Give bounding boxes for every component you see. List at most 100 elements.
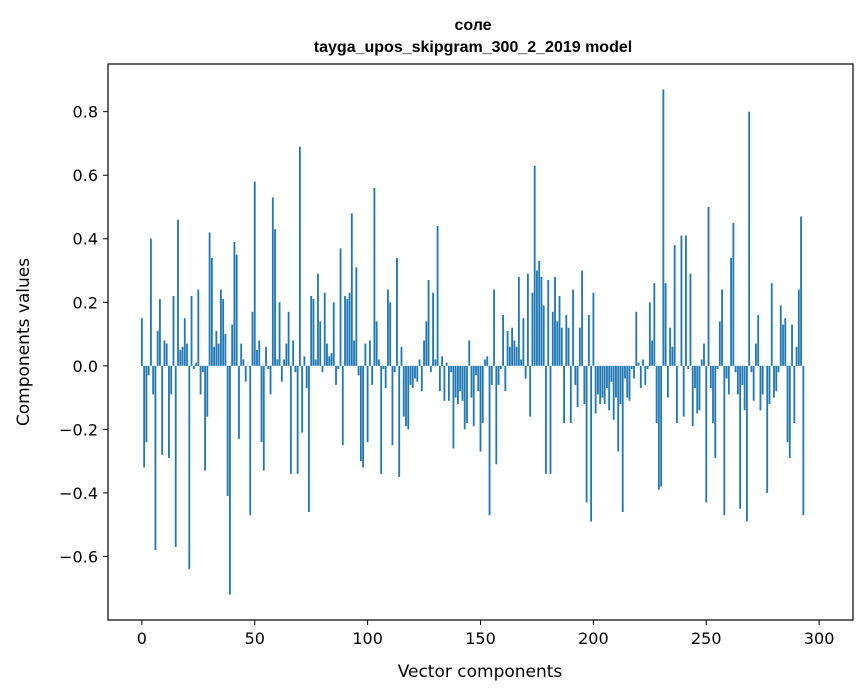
chart-title: соле [454, 17, 491, 34]
bar [637, 362, 640, 366]
bar [603, 365, 606, 404]
bar [648, 302, 651, 366]
x-tick-label: 0 [137, 629, 147, 648]
bar [517, 276, 520, 366]
bar [786, 365, 789, 443]
bar [344, 295, 346, 366]
bar [350, 213, 353, 366]
bar [364, 343, 367, 366]
bar [513, 340, 516, 366]
bar [468, 340, 471, 366]
bar [770, 283, 773, 366]
bar [619, 365, 622, 404]
y-tick-label: 0.0 [73, 357, 98, 376]
bar [547, 280, 550, 366]
bar [506, 330, 509, 366]
bar [671, 346, 674, 366]
bar [768, 365, 771, 404]
bar [757, 314, 760, 366]
bar [721, 289, 723, 366]
bar [199, 365, 202, 395]
bar [429, 365, 432, 373]
bar [271, 197, 274, 366]
bar [590, 365, 593, 522]
bar [612, 365, 615, 420]
bar [235, 254, 238, 366]
bar [504, 365, 507, 392]
bar [655, 365, 658, 424]
bar [179, 349, 182, 366]
bar [213, 346, 216, 366]
bar [362, 365, 365, 468]
chart-subtitle: tayga_upos_skipgram_300_2_2019 model [314, 39, 632, 56]
bar [587, 314, 590, 366]
bar [289, 365, 292, 474]
bar [793, 365, 796, 424]
bar [432, 292, 434, 366]
bar [186, 343, 188, 366]
bar [249, 365, 252, 516]
bar [782, 324, 784, 366]
bar [308, 365, 310, 512]
bar [472, 365, 475, 427]
bar [206, 365, 209, 417]
bar [459, 365, 462, 392]
bar [752, 365, 755, 401]
bar [454, 365, 457, 398]
bar [276, 359, 279, 366]
bar [280, 365, 283, 382]
bar [242, 359, 245, 366]
bar [398, 365, 401, 478]
bar [382, 365, 385, 370]
bar [583, 365, 586, 404]
bar [238, 365, 240, 439]
bar [226, 365, 229, 497]
bar [777, 365, 780, 373]
bar [490, 365, 493, 385]
ticks-group: 0 50 100 150 200 250 300 −0.6 −0.4 −0.2 0.0 0.2 0.4 0… [59, 103, 834, 648]
bar [732, 222, 735, 366]
bar [177, 219, 179, 366]
bar [736, 365, 739, 395]
bar [414, 365, 416, 379]
y-tick-label: 0.6 [73, 166, 98, 185]
bar [545, 365, 547, 474]
bar [696, 365, 699, 414]
bar [479, 365, 482, 452]
bar [447, 365, 450, 401]
bar [463, 365, 466, 430]
bar [761, 365, 764, 395]
bar [524, 365, 527, 379]
bar [222, 299, 225, 366]
bar [339, 248, 342, 366]
bar [536, 270, 538, 366]
bar [378, 359, 380, 366]
bar [759, 365, 762, 411]
bar [330, 353, 333, 366]
bar [368, 340, 371, 366]
bar [405, 365, 407, 427]
bar [551, 311, 554, 366]
bar [784, 318, 787, 366]
bar [384, 365, 387, 389]
bar [233, 241, 236, 366]
bar [700, 359, 703, 366]
bar [800, 216, 802, 366]
bar [797, 289, 800, 366]
bar [745, 365, 748, 522]
bar [712, 365, 714, 424]
bar [628, 365, 631, 401]
bar [565, 314, 568, 366]
x-tick-label: 250 [691, 629, 722, 648]
bar [192, 365, 195, 370]
x-tick-label: 150 [465, 629, 496, 648]
y-tick-label: −0.4 [59, 484, 98, 503]
bar [773, 365, 775, 398]
bar [791, 324, 793, 366]
bar [651, 340, 653, 366]
x-tick-label: 300 [804, 629, 835, 648]
bar [285, 343, 288, 366]
bar [357, 365, 360, 376]
bar [567, 327, 570, 366]
bar [427, 280, 430, 366]
